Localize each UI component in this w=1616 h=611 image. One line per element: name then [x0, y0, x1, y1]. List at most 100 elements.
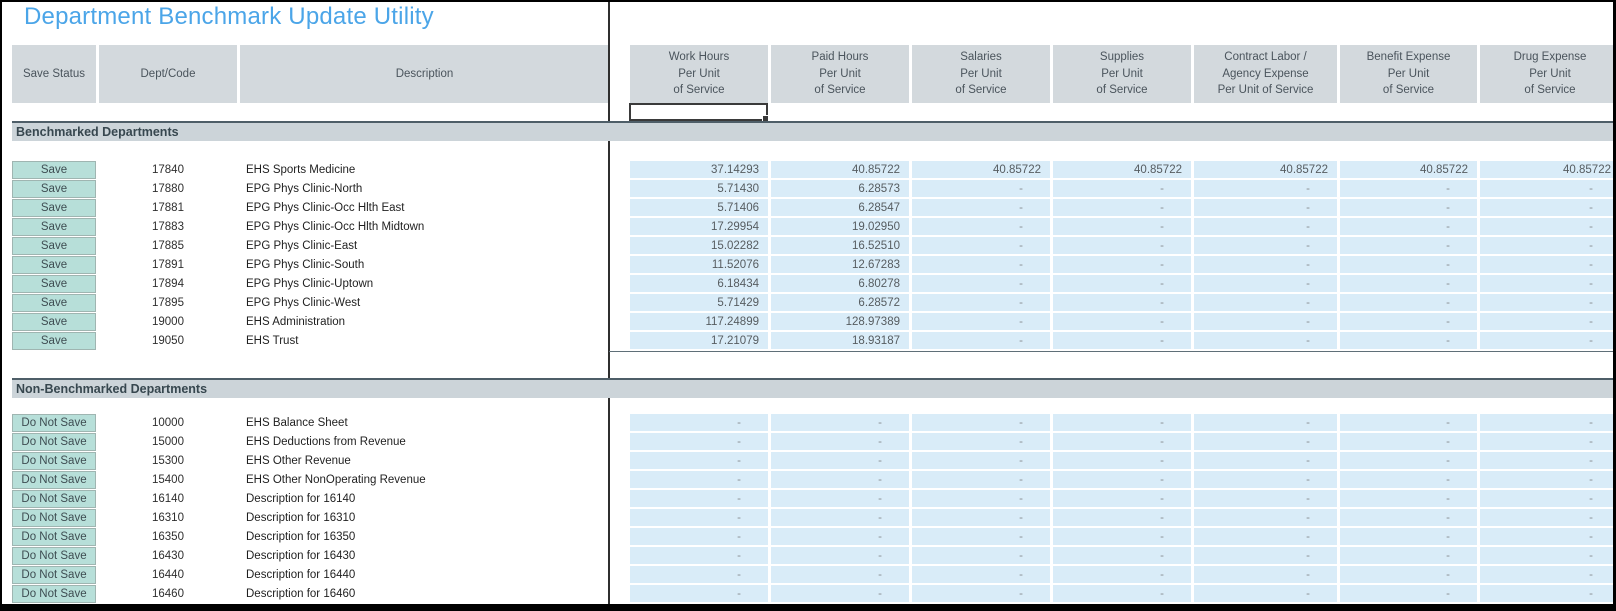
value-cell[interactable]: - [1194, 566, 1337, 583]
value-cell[interactable]: 5.71429 [630, 294, 768, 311]
value-cell[interactable]: - [630, 433, 768, 450]
dept-code-cell[interactable]: 10000 [152, 417, 184, 429]
save-button[interactable]: Save [12, 161, 96, 179]
value-cell[interactable]: - [1053, 547, 1191, 564]
value-cell[interactable]: - [1480, 332, 1613, 349]
dept-code-cell[interactable]: 17881 [152, 202, 184, 214]
value-cell[interactable]: - [771, 585, 909, 602]
value-cell[interactable]: - [1340, 218, 1477, 235]
value-cell[interactable]: - [1340, 313, 1477, 330]
dept-code-cell[interactable]: 19000 [152, 316, 184, 328]
value-cell[interactable]: 40.85722 [1480, 161, 1613, 178]
value-cell[interactable]: - [1340, 471, 1477, 488]
value-cell[interactable]: - [1053, 509, 1191, 526]
value-cell[interactable]: - [1340, 294, 1477, 311]
value-cell[interactable]: - [1053, 256, 1191, 273]
value-cell[interactable]: 19.02950 [771, 218, 909, 235]
description-cell[interactable]: EHS Trust [246, 335, 299, 347]
value-cell[interactable]: - [1340, 452, 1477, 469]
value-cell[interactable]: 17.29954 [630, 218, 768, 235]
do-not-save-button[interactable]: Do Not Save [12, 433, 96, 451]
value-cell[interactable]: 37.14293 [630, 161, 768, 178]
value-cell[interactable]: - [912, 294, 1050, 311]
save-button[interactable]: Save [12, 180, 96, 198]
value-cell[interactable]: - [1480, 199, 1613, 216]
value-cell[interactable]: 5.71406 [630, 199, 768, 216]
dept-code-cell[interactable]: 17880 [152, 183, 184, 195]
do-not-save-button[interactable]: Do Not Save [12, 585, 96, 603]
value-cell[interactable]: - [1053, 199, 1191, 216]
value-cell[interactable]: - [771, 452, 909, 469]
value-cell[interactable]: - [1053, 414, 1191, 431]
value-cell[interactable]: - [1194, 490, 1337, 507]
dept-code-cell[interactable]: 15000 [152, 436, 184, 448]
value-cell[interactable]: - [912, 237, 1050, 254]
description-cell[interactable]: Description for 16350 [246, 531, 356, 543]
value-cell[interactable]: 6.80278 [771, 275, 909, 292]
value-cell[interactable]: 12.67283 [771, 256, 909, 273]
dept-code-cell[interactable]: 16140 [152, 493, 184, 505]
save-button[interactable]: Save [12, 332, 96, 350]
dept-code-cell[interactable]: 16440 [152, 569, 184, 581]
value-cell[interactable]: - [630, 566, 768, 583]
value-cell[interactable]: - [1053, 332, 1191, 349]
value-cell[interactable]: - [912, 509, 1050, 526]
value-cell[interactable]: 6.28547 [771, 199, 909, 216]
value-cell[interactable]: - [1053, 313, 1191, 330]
description-cell[interactable]: Description for 16310 [246, 512, 356, 524]
value-cell[interactable]: - [630, 585, 768, 602]
value-cell[interactable]: - [912, 256, 1050, 273]
value-cell[interactable]: - [630, 528, 768, 545]
value-cell[interactable]: - [1340, 332, 1477, 349]
save-button[interactable]: Save [12, 199, 96, 217]
value-cell[interactable]: - [1053, 218, 1191, 235]
description-cell[interactable]: Description for 16460 [246, 588, 356, 600]
value-cell[interactable]: - [1480, 509, 1613, 526]
value-cell[interactable]: 5.71430 [630, 180, 768, 197]
description-cell[interactable]: Description for 16430 [246, 550, 356, 562]
value-cell[interactable]: - [771, 490, 909, 507]
save-button[interactable]: Save [12, 313, 96, 331]
value-cell[interactable]: - [1480, 547, 1613, 564]
dept-code-cell[interactable]: 16430 [152, 550, 184, 562]
value-cell[interactable]: - [1194, 199, 1337, 216]
value-cell[interactable]: 6.18434 [630, 275, 768, 292]
description-cell[interactable]: EPG Phys Clinic-North [246, 183, 363, 195]
value-cell[interactable]: - [1480, 218, 1613, 235]
description-cell[interactable]: EHS Balance Sheet [246, 417, 348, 429]
do-not-save-button[interactable]: Do Not Save [12, 509, 96, 527]
value-cell[interactable]: 11.52076 [630, 256, 768, 273]
value-cell[interactable]: - [1053, 180, 1191, 197]
description-cell[interactable]: EHS Sports Medicine [246, 164, 356, 176]
value-cell[interactable]: - [1194, 528, 1337, 545]
value-cell[interactable]: - [1480, 490, 1613, 507]
value-cell[interactable]: - [1340, 199, 1477, 216]
value-cell[interactable]: - [1194, 433, 1337, 450]
description-cell[interactable]: EPG Phys Clinic-West [246, 297, 361, 309]
value-cell[interactable]: - [630, 490, 768, 507]
value-cell[interactable]: - [1053, 237, 1191, 254]
value-cell[interactable]: 128.97389 [771, 313, 909, 330]
description-cell[interactable]: EHS Deductions from Revenue [246, 436, 406, 448]
dept-code-cell[interactable]: 17885 [152, 240, 184, 252]
value-cell[interactable]: 17.21079 [630, 332, 768, 349]
value-cell[interactable]: - [1340, 180, 1477, 197]
do-not-save-button[interactable]: Do Not Save [12, 452, 96, 470]
value-cell[interactable]: - [1340, 528, 1477, 545]
value-cell[interactable]: 40.85722 [1194, 161, 1337, 178]
save-button[interactable]: Save [12, 256, 96, 274]
value-cell[interactable]: - [1194, 452, 1337, 469]
value-cell[interactable]: - [630, 547, 768, 564]
value-cell[interactable]: - [771, 433, 909, 450]
value-cell[interactable]: - [1194, 471, 1337, 488]
value-cell[interactable]: - [1480, 180, 1613, 197]
value-cell[interactable]: - [771, 509, 909, 526]
value-cell[interactable]: - [1480, 528, 1613, 545]
description-cell[interactable]: EPG Phys Clinic-South [246, 259, 365, 271]
value-cell[interactable]: 16.52510 [771, 237, 909, 254]
value-cell[interactable]: - [912, 199, 1050, 216]
description-cell[interactable]: EHS Other NonOperating Revenue [246, 474, 426, 486]
dept-code-cell[interactable]: 17891 [152, 259, 184, 271]
description-cell[interactable]: EPG Phys Clinic-Occ Hlth Midtown [246, 221, 425, 233]
value-cell[interactable]: 40.85722 [1340, 161, 1477, 178]
